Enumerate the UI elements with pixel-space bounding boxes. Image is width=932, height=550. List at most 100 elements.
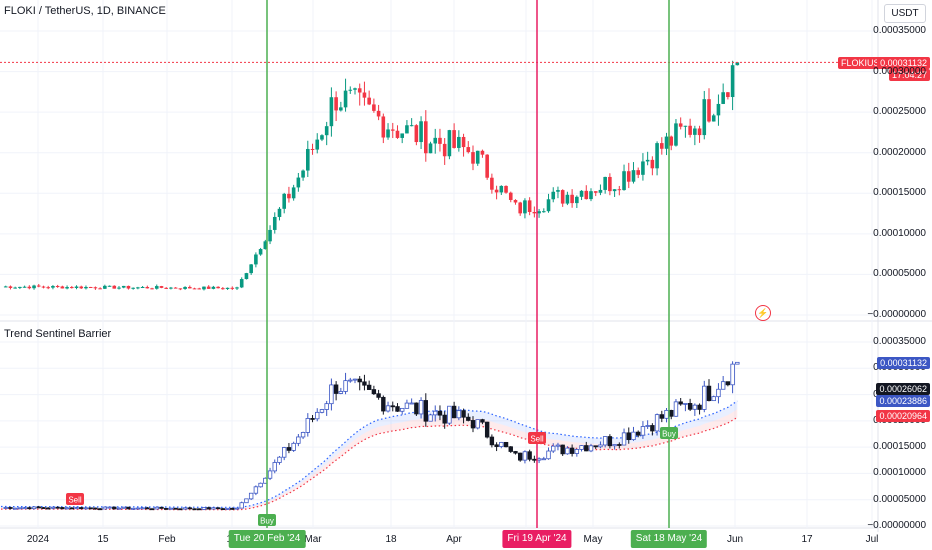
- candle-body: [589, 191, 593, 200]
- candle-body: [357, 88, 362, 93]
- candle-body: [532, 211, 537, 214]
- ind-candle-body: [513, 451, 518, 454]
- sell-signal-2: Sell: [530, 435, 544, 444]
- candle-body: [395, 130, 400, 138]
- ind-candle-body: [60, 507, 65, 510]
- ind-candle-body: [248, 492, 254, 500]
- ind-candle-body: [3, 507, 8, 509]
- ind-candle-body: [536, 458, 542, 461]
- candle-body: [150, 288, 154, 290]
- ind-candle-body: [650, 425, 655, 432]
- candle-body: [343, 90, 348, 108]
- ind-candle-body: [706, 385, 712, 402]
- candle-body: [508, 192, 513, 200]
- ind-candle-body: [687, 403, 693, 410]
- currency-button[interactable]: USDT: [884, 4, 926, 23]
- ind-candle-body: [305, 418, 310, 433]
- ind-candle-body: [395, 406, 400, 412]
- candle-body: [84, 286, 88, 289]
- price-axis-label: 0.00035000: [873, 25, 926, 36]
- candle-body: [400, 133, 404, 138]
- price-axis-label: −0.00000000: [867, 520, 926, 531]
- ind-candle-body: [234, 507, 240, 510]
- candle-body: [631, 170, 636, 182]
- candle-body: [372, 104, 376, 111]
- price-axis-label: 0.00010000: [873, 227, 926, 239]
- ind-candle-body: [215, 507, 221, 510]
- time-axis-label: Apr: [446, 534, 462, 545]
- candle-body: [8, 286, 13, 288]
- ind-candle-body: [418, 400, 424, 415]
- candle-body: [721, 92, 725, 104]
- candle-body: [230, 287, 235, 289]
- candle-body: [693, 128, 697, 135]
- candle-body: [107, 285, 112, 287]
- time-axis-label: 2024: [26, 534, 50, 545]
- candle-body: [188, 286, 192, 289]
- ind-candle-body: [140, 507, 145, 510]
- ind-candle-body: [107, 506, 112, 509]
- candle-body: [268, 229, 272, 242]
- candle-body: [688, 125, 692, 135]
- candle-body: [41, 286, 46, 288]
- price-axis-label: 0.00035000: [873, 336, 926, 347]
- ind-candle-body: [83, 507, 89, 510]
- candle-body: [296, 177, 301, 188]
- ind-candle-body: [626, 432, 631, 441]
- time-axis-label: Feb: [158, 534, 176, 545]
- candle-body: [291, 187, 296, 199]
- ind-candle-body: [423, 400, 428, 422]
- ind-candle-body: [659, 414, 664, 419]
- time-flag: Tue 20 Feb '24: [228, 530, 306, 548]
- ind-candle-body: [442, 414, 447, 424]
- ind-candle-body: [390, 405, 395, 408]
- ind-candle-body: [508, 446, 513, 452]
- candle-body: [244, 273, 249, 280]
- ind-candle-body: [154, 506, 159, 510]
- price-axis-label: 0.00025000: [873, 106, 926, 118]
- candle-body: [221, 288, 225, 290]
- ind-candle-body: [716, 388, 721, 398]
- candle-body: [183, 286, 187, 289]
- time-axis-label: 17: [801, 534, 813, 545]
- candle-body: [216, 286, 220, 289]
- candle-body: [306, 148, 310, 171]
- price-axis-label: 0.00015000: [873, 187, 926, 199]
- candle-body: [711, 115, 716, 122]
- price-axis-label: 0.00010000: [873, 467, 926, 479]
- ind-candle-body: [338, 391, 344, 394]
- candle-body: [22, 286, 27, 288]
- candle-body: [650, 159, 655, 169]
- ind-candle-body: [541, 458, 546, 461]
- ind-candle-body: [159, 506, 164, 509]
- time-axis-label: Mar: [304, 534, 322, 545]
- ind-candle-body: [617, 444, 622, 446]
- candle-body: [674, 123, 678, 146]
- alert-bolt-icon[interactable]: ⚡: [755, 305, 771, 321]
- indicator-title[interactable]: Trend Sentinel Barrier: [4, 328, 112, 340]
- candle-body: [192, 288, 197, 290]
- candle-body: [121, 285, 126, 288]
- ind-candle-body: [480, 419, 485, 423]
- ind-candle-body: [64, 507, 70, 510]
- ind-candle-body: [366, 384, 372, 390]
- ind-candle-body: [470, 420, 476, 429]
- price-axis-label: 0.00005000: [873, 493, 926, 505]
- ind-candle-body: [636, 431, 641, 436]
- candle-body: [461, 136, 466, 148]
- ind-candle-body: [399, 407, 405, 412]
- ind-candle-body: [593, 445, 598, 448]
- candle-body: [560, 190, 565, 204]
- ind-candle-body: [329, 384, 334, 405]
- price-axis-label: 0.00020000: [873, 146, 926, 158]
- candle-body: [485, 154, 489, 178]
- candle-body: [211, 286, 216, 289]
- ind-candle-body: [272, 462, 277, 472]
- ind-candle-body: [385, 405, 391, 412]
- candle-body: [678, 123, 683, 127]
- candle-body: [353, 88, 357, 90]
- lower-band-line: [1, 416, 738, 511]
- ind-candle-body: [692, 404, 698, 410]
- sell-signal-2-box: [528, 432, 546, 444]
